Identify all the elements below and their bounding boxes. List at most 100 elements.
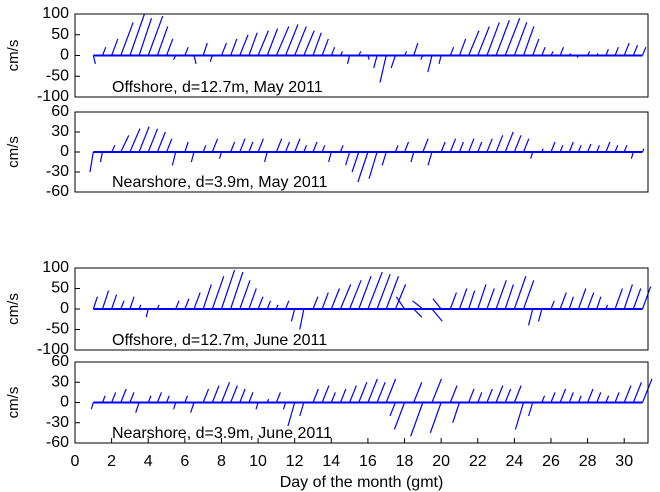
- stick: [632, 44, 639, 56]
- stick: [275, 392, 281, 403]
- stick: [527, 308, 534, 326]
- stick: [641, 148, 645, 153]
- stick: [145, 308, 149, 318]
- y-tick-label: 100: [42, 259, 69, 276]
- stick: [532, 38, 540, 56]
- x-tick-label: 26: [542, 453, 560, 470]
- y-tick-label: -30: [46, 163, 69, 180]
- y-axis-label: cm/s: [5, 136, 22, 168]
- stick: [239, 138, 246, 153]
- stick: [111, 392, 117, 403]
- stick: [468, 138, 475, 153]
- stick: [495, 385, 504, 403]
- stick: [438, 55, 442, 64]
- stick: [184, 395, 189, 403]
- stick: [275, 138, 283, 153]
- stick: [452, 402, 461, 423]
- stick: [358, 382, 368, 403]
- stick: [101, 46, 107, 56]
- stick: [321, 385, 330, 403]
- stick: [559, 145, 564, 153]
- y-tick-label: 0: [60, 143, 69, 160]
- stick: [641, 46, 647, 56]
- stick: [175, 300, 180, 310]
- stick: [429, 402, 442, 434]
- stick: [257, 296, 264, 310]
- y-tick-label: -100: [37, 341, 69, 358]
- stick: [385, 378, 397, 403]
- panel-label: Offshore, d=12.7m, June 2011: [112, 332, 327, 349]
- stick: [367, 271, 383, 310]
- x-tick-label: 16: [359, 453, 377, 470]
- stick: [368, 151, 378, 179]
- stick: [550, 300, 555, 310]
- stick: [156, 131, 166, 153]
- stick: [346, 55, 351, 64]
- stick: [165, 138, 173, 153]
- stick: [412, 300, 424, 310]
- y-tick-label: -60: [46, 183, 69, 200]
- stick: [248, 141, 254, 153]
- stick: [605, 395, 610, 403]
- stick: [449, 292, 457, 310]
- stick: [422, 138, 429, 153]
- stick: [486, 22, 500, 56]
- stick: [468, 388, 475, 403]
- stick: [614, 46, 619, 56]
- stick: [577, 145, 582, 153]
- stick: [220, 42, 227, 56]
- stick: [211, 276, 225, 310]
- stick: [486, 288, 495, 310]
- stick: [266, 300, 272, 310]
- stick: [537, 308, 543, 322]
- stick: [431, 308, 443, 322]
- y-tick-label: -50: [46, 67, 69, 84]
- stick: [147, 15, 164, 56]
- stick: [330, 392, 336, 403]
- stick: [193, 55, 197, 64]
- stick: [193, 292, 201, 310]
- stick: [312, 141, 318, 153]
- stick: [495, 20, 510, 56]
- y-tick-label: 60: [51, 103, 69, 120]
- x-tick-label: 6: [180, 453, 189, 470]
- stick: [184, 46, 189, 56]
- panel-label: Nearshore, d=3.9m, June 2011: [112, 425, 332, 442]
- stick: [477, 26, 490, 56]
- stick: [239, 34, 249, 56]
- stick: [394, 284, 407, 310]
- stick: [220, 382, 231, 403]
- stick: [413, 42, 419, 56]
- stick: [596, 145, 600, 153]
- y-tick-label: 50: [51, 26, 69, 43]
- axes-frame: [74, 267, 649, 351]
- x-tick-label: 28: [579, 453, 597, 470]
- stick: [410, 402, 424, 437]
- stick: [458, 141, 464, 153]
- y-tick-label: 0: [60, 300, 69, 317]
- stick: [312, 388, 319, 403]
- stick: [577, 288, 587, 310]
- stick: [263, 151, 268, 163]
- stick: [156, 26, 169, 56]
- stick: [413, 308, 423, 318]
- stick: [486, 138, 493, 153]
- stick: [92, 55, 96, 64]
- stick: [513, 385, 522, 403]
- y-tick-label: 60: [51, 353, 69, 370]
- stick: [202, 284, 212, 310]
- stick: [257, 138, 264, 153]
- stick: [321, 38, 329, 56]
- y-tick-label: -60: [46, 434, 69, 451]
- stick: [248, 392, 254, 403]
- stick: [587, 388, 594, 403]
- stick: [477, 392, 483, 403]
- panel-label: Offshore, d=12.7m, May 2011: [112, 79, 323, 96]
- stick: [431, 378, 442, 403]
- stick: [294, 138, 301, 153]
- stick: [504, 17, 521, 56]
- stick: [495, 135, 504, 153]
- stick: [641, 286, 652, 310]
- stick: [147, 128, 159, 153]
